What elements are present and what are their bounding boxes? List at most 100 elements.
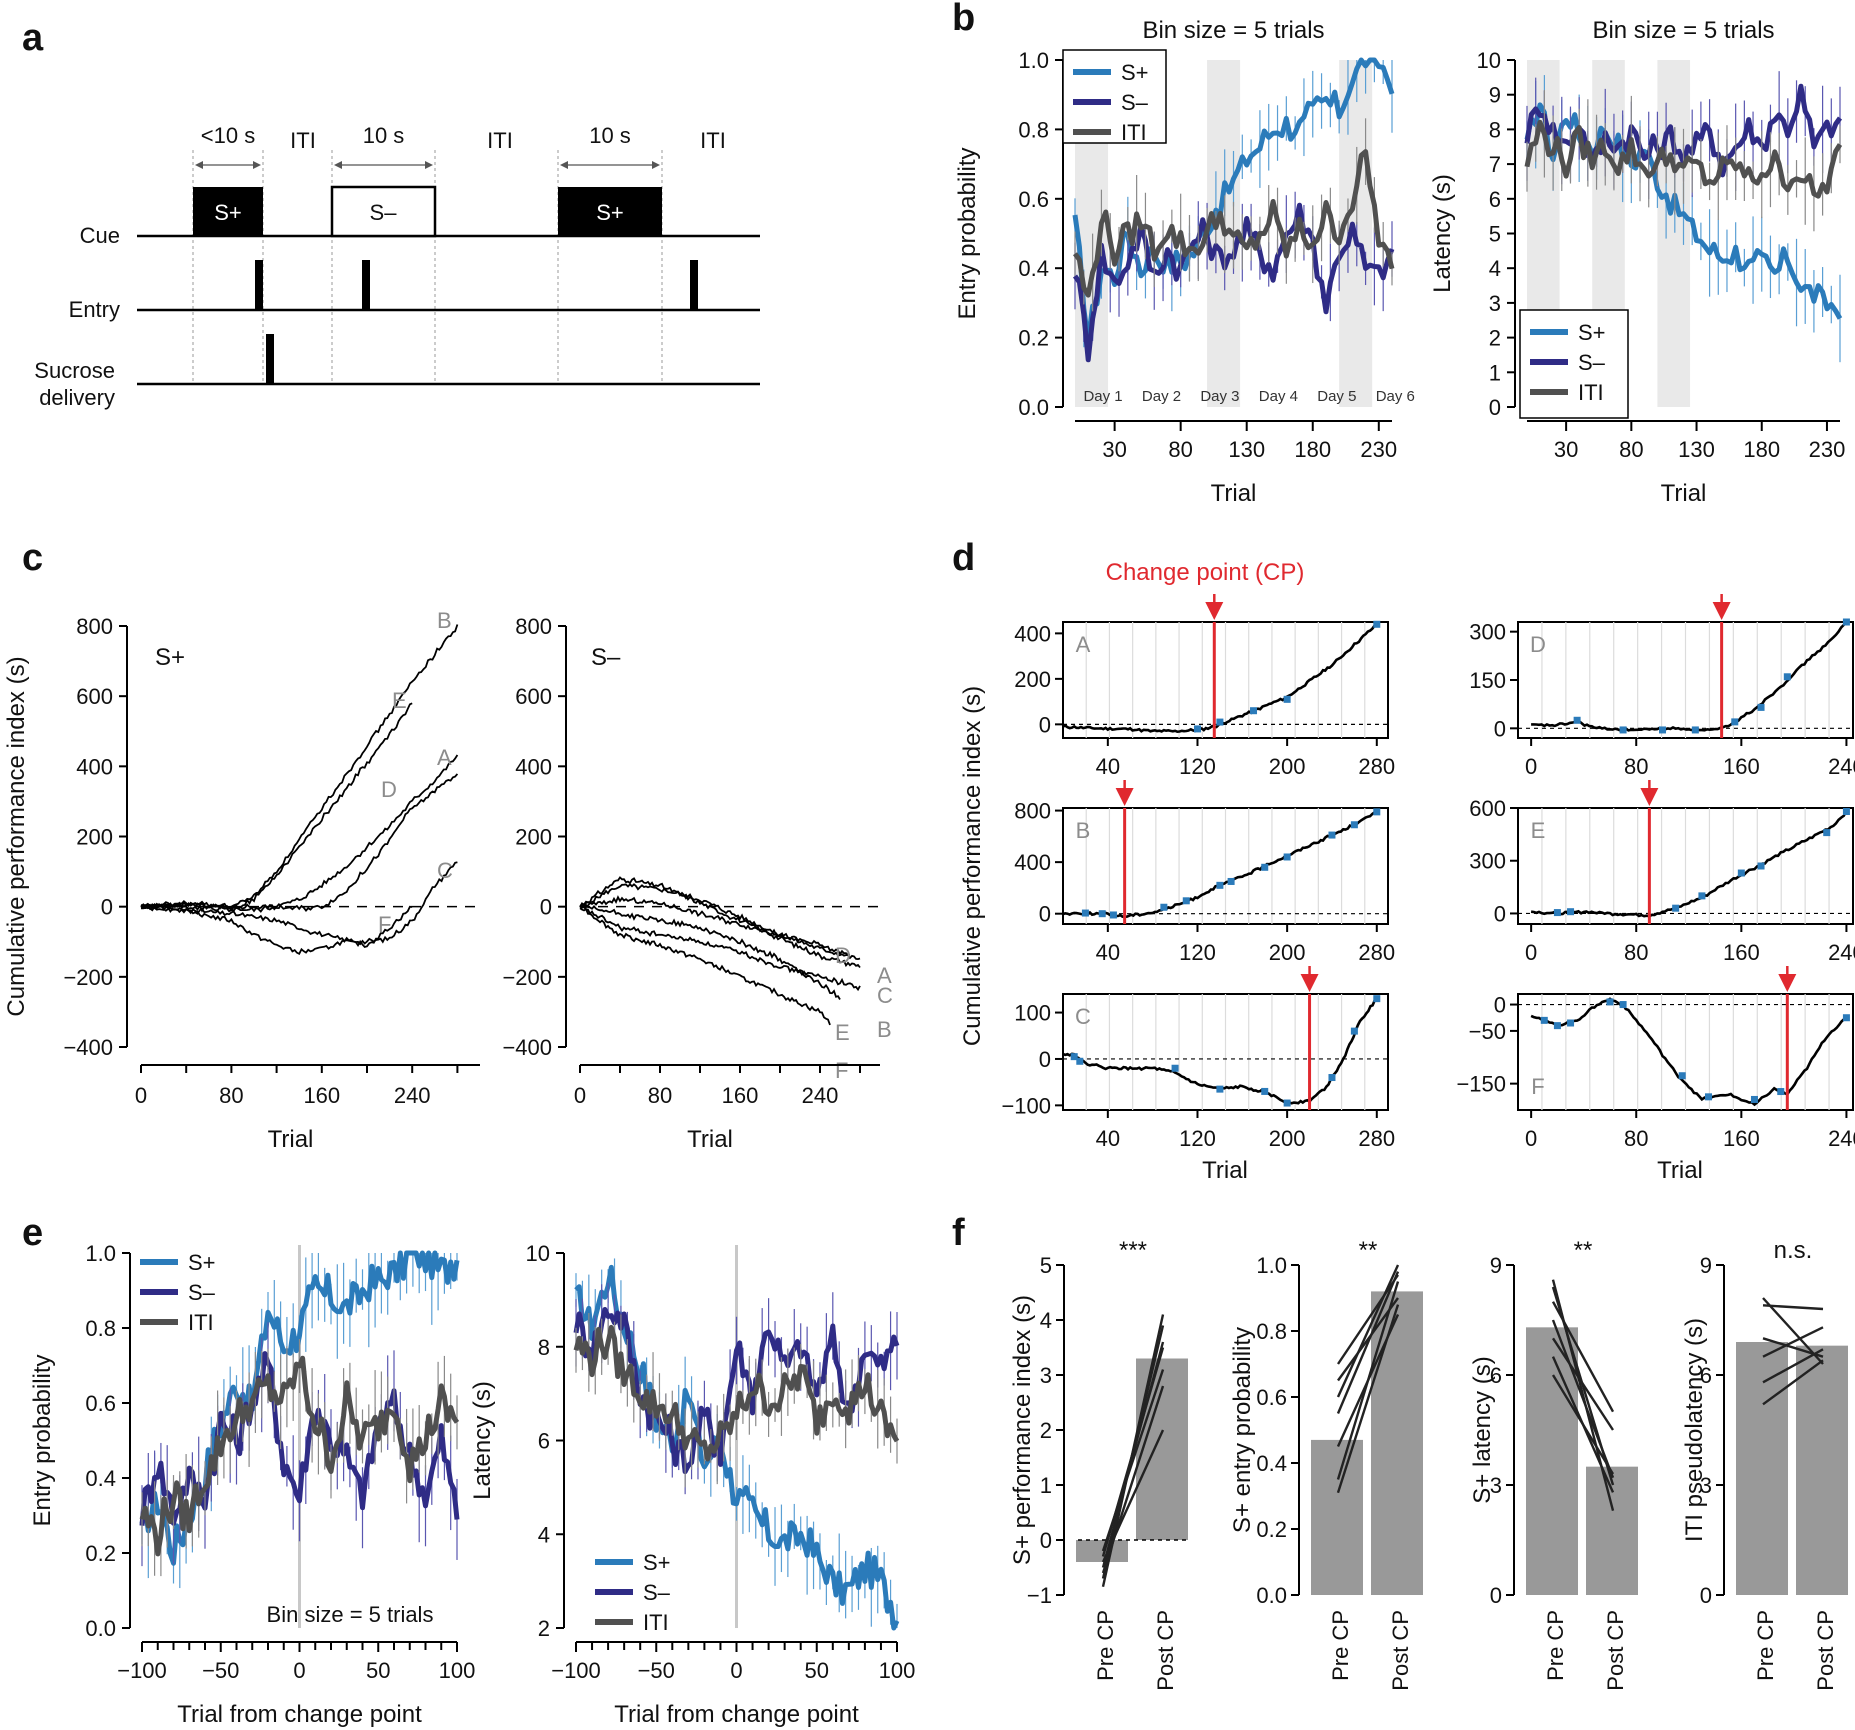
y-tick-label: 400 [1014, 621, 1051, 646]
legend-label: S+ [643, 1550, 671, 1575]
y-tick-label: 0.6 [85, 1391, 116, 1416]
cue-text: S– [370, 200, 398, 225]
x-category-label: Post CP [1388, 1610, 1413, 1691]
significance-label: ** [1574, 1237, 1593, 1264]
bin-marker [1160, 903, 1168, 911]
x-tick-label: 130 [1228, 437, 1265, 462]
bar-post-cp [1371, 1291, 1423, 1595]
y-axis-label: S+ latency (s) [1469, 1356, 1496, 1503]
bar-post-cp [1796, 1345, 1848, 1595]
y-tick-label: −200 [63, 965, 113, 990]
bin-marker [1373, 620, 1381, 628]
y-tick-label: 10 [526, 1241, 550, 1266]
chart-f-latency: 0 3 6 9 ** S+ latency (s) Pre CP Post CP [1469, 1237, 1638, 1691]
chart-b-left: Day 1 Day 2 Day 3 Day 4 Day 5 Day 6 0.0 0.2 0.4 0… [954, 17, 1415, 507]
change-point-arrow-icon [1115, 788, 1134, 806]
arrow-head [652, 161, 660, 169]
bin-marker [1193, 725, 1201, 733]
y-tick-label: 200 [1014, 667, 1051, 692]
x-tick-label: −100 [117, 1658, 167, 1683]
bin-marker [1704, 1093, 1712, 1101]
cumulative-curve-D [140, 773, 459, 913]
bin-marker [1283, 695, 1291, 703]
bin-marker [1777, 1088, 1785, 1096]
x-tick-label: −100 [551, 1658, 601, 1683]
paired-line [1336, 1264, 1400, 1398]
y-tick-label: 400 [1014, 850, 1051, 875]
x-tick-label: 0 [574, 1083, 586, 1108]
curve-label: E [835, 1020, 850, 1045]
bin-marker [1553, 1022, 1561, 1030]
paired-line [1101, 1385, 1165, 1574]
bin-marker [1606, 998, 1614, 1006]
y-tick-label: 8 [1489, 117, 1501, 142]
bin-marker [1076, 1057, 1084, 1065]
bin-marker [1567, 1019, 1575, 1027]
subplot-F: F0−50−150080160240 [1456, 966, 1855, 1151]
y-tick-label: 0.8 [1256, 1319, 1287, 1344]
bin-marker [1109, 911, 1117, 919]
change-point-arrow-icon [1712, 602, 1731, 620]
bin-marker [1619, 1001, 1627, 1009]
y-tick-label: 0 [1700, 1583, 1712, 1608]
row-label-entry: Entry [69, 297, 120, 322]
y-tick-label: 9 [1490, 1253, 1502, 1278]
row-label-delivery: delivery [39, 385, 115, 410]
cumulative-curve-C [579, 876, 861, 969]
panel-letter-e: e [22, 1212, 43, 1254]
curve-label: B [437, 608, 452, 633]
x-tick-label: 80 [1168, 437, 1192, 462]
arrow-head [425, 161, 433, 169]
bin-marker [1216, 718, 1224, 726]
y-tick-label: 0 [1039, 1047, 1051, 1072]
x-tick-label: 30 [1102, 437, 1126, 462]
panel-letter-c: c [22, 537, 43, 579]
y-tick-label: 0 [1039, 712, 1051, 737]
x-tick-label: 40 [1096, 754, 1120, 779]
y-tick-label: −200 [502, 965, 552, 990]
bin-marker [1350, 821, 1358, 829]
subplot-label: F [1531, 1074, 1544, 1099]
chart-e-right: 2 4 6 8 10 −100 −50 0 50 100 Trial from change poi… [469, 1241, 915, 1728]
subplot-C: C −100 0 100 40 120 200 280 [1001, 966, 1395, 1151]
y-tick-label: 1.0 [85, 1241, 116, 1266]
y-tick-label: 2 [1040, 1418, 1052, 1443]
x-tick-label: 160 [722, 1083, 759, 1108]
y-tick-label: 1.0 [1018, 48, 1049, 73]
change-point-arrow-icon [1640, 788, 1659, 806]
y-axis-label: Entry probability [954, 147, 981, 319]
bin-marker [1619, 726, 1627, 734]
bin-marker [1698, 892, 1706, 900]
bin-marker [1553, 909, 1561, 917]
y-tick-label: 10 [1477, 48, 1501, 73]
bin-marker [1783, 673, 1791, 681]
cumulative-curve-E [579, 903, 841, 1000]
x-tick-label: 240 [394, 1083, 431, 1108]
bin-marker [1350, 1027, 1358, 1035]
y-axis-label: Cumulative performance index (s) [959, 686, 986, 1046]
day-label: Day 5 [1317, 388, 1356, 405]
legend-label: S– [643, 1580, 671, 1605]
bin-marker [1070, 1053, 1078, 1061]
bin-marker [1328, 1074, 1336, 1082]
y-tick-label: 0 [1489, 395, 1501, 420]
cumulative-curve-A [140, 754, 459, 913]
y-tick-label: 0.8 [1018, 117, 1049, 142]
panel-letter-a: a [22, 17, 44, 59]
bin-marker [1678, 1072, 1686, 1080]
bin-marker [1216, 1085, 1224, 1093]
x-axis-label: Trial from change point [177, 1701, 422, 1728]
iti-label: ITI [487, 128, 513, 153]
x-tick-label: 200 [1269, 754, 1306, 779]
y-tick-label: −400 [63, 1035, 113, 1060]
y-tick-label: 4 [1040, 1308, 1052, 1333]
y-tick-label: 0 [101, 895, 113, 920]
subplot-D: D 0 150 300 0 80 160 240 [1469, 594, 1855, 779]
iti-label: ITI [700, 128, 726, 153]
panel-a: <10 s 10 s 10 s ITI ITI ITI Cue Entry Sucrosedel… [34, 123, 760, 410]
curve-label: D [835, 943, 851, 968]
x-tick-label: 160 [303, 1083, 340, 1108]
x-category-label: Post CP [1153, 1610, 1178, 1691]
legend-label: ITI [1578, 380, 1604, 405]
y-tick-label: 0 [1494, 716, 1506, 741]
